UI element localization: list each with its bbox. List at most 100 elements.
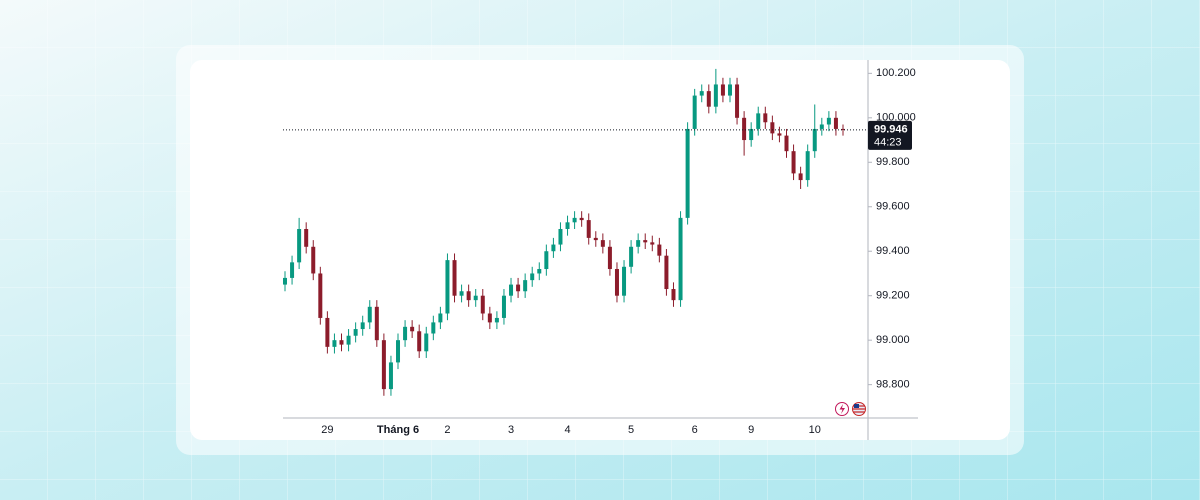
candle-body <box>622 266 627 296</box>
candle-body <box>572 217 577 223</box>
candle-body <box>826 117 831 125</box>
candle-body <box>367 306 372 323</box>
candle-body <box>636 240 641 247</box>
candle-body <box>798 173 803 181</box>
candle-body <box>735 84 740 118</box>
candle-body <box>607 246 612 270</box>
candle-body <box>501 295 506 318</box>
y-tick-label: 99.600 <box>876 201 910 213</box>
candle-body <box>523 280 528 292</box>
candle-body <box>339 340 344 345</box>
candle-body <box>374 306 379 341</box>
candle-body <box>643 240 648 243</box>
candle-body <box>388 362 393 390</box>
y-tick-label: 99.000 <box>876 334 910 346</box>
candle-body <box>742 117 747 141</box>
candle-body <box>706 91 711 107</box>
x-tick-label: 5 <box>628 424 634 436</box>
candle-body <box>410 326 415 332</box>
candle-body <box>841 128 845 130</box>
candle-body <box>537 269 542 274</box>
candle-body <box>445 260 450 314</box>
candle-body <box>650 242 655 245</box>
candle-body <box>325 317 330 347</box>
candle-body <box>297 228 302 263</box>
countdown-label: 44:23 <box>874 137 902 149</box>
candle-body <box>763 113 768 123</box>
candle-body <box>664 255 669 290</box>
x-tick-label: 6 <box>692 424 698 436</box>
candle-body <box>332 340 337 347</box>
last-price-box <box>868 120 912 150</box>
last-price-label: 99.946 <box>874 124 908 136</box>
candle-body <box>784 135 789 152</box>
candle-body <box>473 295 478 301</box>
candle-body <box>819 124 824 129</box>
candle-body <box>509 284 514 296</box>
candle-body <box>487 313 492 323</box>
candle-body <box>692 95 697 129</box>
candle-body <box>791 151 796 174</box>
x-tick-label: 9 <box>748 424 754 436</box>
y-tick-label: 99.200 <box>876 290 910 302</box>
candle-body <box>565 222 570 229</box>
flag-canton <box>854 404 859 408</box>
candle-body <box>403 326 408 341</box>
x-tick-label: 4 <box>564 424 570 436</box>
candle-body <box>756 113 761 129</box>
candle-body <box>318 273 323 318</box>
candle-body <box>749 128 754 141</box>
candle-body <box>480 295 485 314</box>
x-tick-label: Tháng 6 <box>377 424 419 436</box>
candle-body <box>353 329 358 336</box>
candle-body <box>290 262 295 278</box>
candle-body <box>629 246 634 267</box>
x-tick-label: 10 <box>809 424 821 436</box>
candle-body <box>283 277 287 285</box>
candle-body <box>805 151 810 181</box>
candle-body <box>417 331 422 352</box>
y-tick-label: 99.400 <box>876 245 910 257</box>
y-tick-label: 99.800 <box>876 156 910 168</box>
candle-body <box>466 291 471 301</box>
candle-body <box>586 220 591 238</box>
candle-body <box>516 284 521 292</box>
candle-body <box>452 260 457 296</box>
candle-body <box>685 128 690 218</box>
candle-body <box>720 84 725 96</box>
y-tick-label: 100.000 <box>876 112 916 124</box>
candle-body <box>381 340 386 390</box>
candle-body <box>579 217 584 221</box>
candle-body <box>713 84 718 107</box>
candle-body <box>777 133 782 136</box>
candle-body <box>459 291 464 296</box>
candle-body <box>770 122 775 134</box>
candle-body <box>438 313 443 323</box>
candle-body <box>593 237 598 241</box>
y-tick-label: 98.800 <box>876 379 910 391</box>
candle-body <box>311 246 316 274</box>
candle-body <box>671 289 676 301</box>
candle-body <box>346 335 351 345</box>
candle-body <box>699 91 704 96</box>
candle-body <box>812 128 817 152</box>
candle-body <box>600 240 605 247</box>
candle-body <box>424 333 429 352</box>
y-tick-label: 100.200 <box>876 67 916 79</box>
x-tick-label: 3 <box>508 424 514 436</box>
candle-body <box>558 228 563 245</box>
candle-body <box>544 251 549 270</box>
chart-panel <box>190 60 1010 440</box>
candle-body <box>833 117 838 129</box>
candle-body <box>494 317 499 323</box>
candle-body <box>727 84 732 96</box>
x-tick-label: 29 <box>321 424 333 436</box>
lightning-glyph <box>839 404 845 414</box>
x-tick-label: 2 <box>444 424 450 436</box>
candle-body <box>614 269 619 296</box>
candle-body <box>551 244 556 252</box>
candle-body <box>396 340 401 363</box>
candle-body <box>431 322 436 334</box>
candle-body <box>678 217 683 301</box>
